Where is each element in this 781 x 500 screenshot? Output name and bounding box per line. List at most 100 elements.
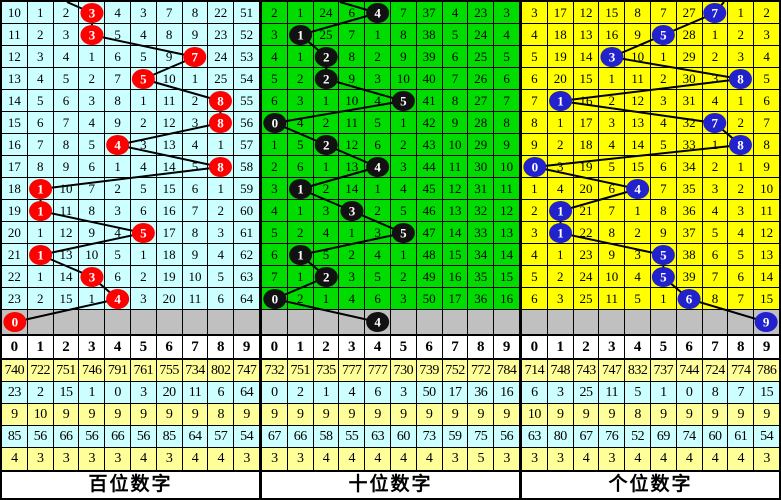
miss-cell: 34 <box>676 156 703 178</box>
miss-cell: 1 <box>130 90 157 112</box>
stats-cell: 9 <box>182 404 209 426</box>
stats-cell: 752 <box>442 360 469 382</box>
ball-cell <box>262 112 288 134</box>
miss-cell: 3 <box>754 24 779 46</box>
trend-row: 4 2 11 5 1 42 9 28 8 <box>262 112 519 134</box>
miss-cell: 7 <box>728 288 755 310</box>
miss-cell: 6 <box>728 266 755 288</box>
miss-cell: 21 <box>573 200 600 222</box>
miss-cell: 4 <box>262 46 288 68</box>
miss-cell: 30 <box>468 156 495 178</box>
miss-cell: 10 <box>442 134 469 156</box>
miss-cell: 15 <box>754 288 779 310</box>
digit-header-cell: 7 <box>442 336 469 358</box>
miss-cell: 58 <box>234 156 259 178</box>
digit-header-cell: 3 <box>599 336 626 358</box>
miss-cell: 3 <box>728 46 755 68</box>
miss-cell: 14 <box>754 266 779 288</box>
digit-header-cell: 4 <box>625 336 651 358</box>
digit-header-cell: 1 <box>27 336 54 358</box>
miss-cell: 16 <box>156 200 183 222</box>
miss-cell: 5 <box>650 134 677 156</box>
ball-cell <box>208 156 235 178</box>
stats-cell: 3 <box>522 448 548 470</box>
trend-row: 22 1 14 6 2 19 10 5 63 <box>2 266 259 288</box>
miss-cell: 7 <box>754 112 779 134</box>
trend-row: 20 1 12 9 4 17 8 3 61 <box>2 222 259 244</box>
miss-cell: 3 <box>287 90 314 112</box>
miss-cell: 6 <box>599 178 626 200</box>
pending-row <box>262 310 519 334</box>
miss-cell: 33 <box>468 222 495 244</box>
stats-cell: 25 <box>573 382 600 404</box>
stats-cell: 9 <box>2 404 28 426</box>
stats-cell: 3 <box>547 382 574 404</box>
ball-cell <box>287 24 314 46</box>
miss-cell: 2 <box>339 244 366 266</box>
miss-cell: 24 <box>573 266 600 288</box>
trend-row: 13 4 5 2 7 10 1 25 54 <box>2 68 259 90</box>
miss-cell: 23 <box>2 288 28 310</box>
miss-cell: 4 <box>650 112 677 134</box>
miss-cell: 37 <box>676 222 703 244</box>
stats-cell: 9 <box>702 404 729 426</box>
stats-cell: 4 <box>130 448 157 470</box>
miss-cell: 14 <box>339 178 366 200</box>
pending-cell <box>27 310 54 334</box>
separator <box>262 358 519 360</box>
ball-cell <box>547 200 574 222</box>
miss-cell: 2 <box>53 2 80 24</box>
miss-cell: 25 <box>208 68 235 90</box>
miss-cell: 1 <box>365 24 391 46</box>
ball-cell <box>728 68 755 90</box>
miss-cell: 15 <box>573 68 600 90</box>
trend-row: 7 1 3 5 2 49 16 35 15 <box>262 266 519 288</box>
miss-cell: 20 <box>547 68 574 90</box>
separator <box>522 334 779 336</box>
miss-cell: 13 <box>442 200 469 222</box>
miss-cell: 2 <box>390 266 417 288</box>
miss-cell: 13 <box>2 68 28 90</box>
miss-cell: 8 <box>27 156 54 178</box>
digit-header-cell: 5 <box>130 336 157 358</box>
stats-cell: 2 <box>27 382 54 404</box>
digit-header-cell: 2 <box>313 336 340 358</box>
miss-cell: 1 <box>390 112 417 134</box>
stats-cell: 739 <box>416 360 443 382</box>
miss-cell: 25 <box>468 46 495 68</box>
miss-cell: 10 <box>156 68 183 90</box>
stats-cell: 0 <box>105 382 131 404</box>
miss-cell: 8 <box>105 90 131 112</box>
stats-cell: 66 <box>287 426 314 448</box>
digit-header-cell: 1 <box>287 336 314 358</box>
miss-cell: 24 <box>468 24 495 46</box>
miss-cell: 6 <box>27 112 54 134</box>
miss-cell: 3 <box>130 2 157 24</box>
trend-row: 6 3 25 11 5 1 8 7 15 <box>522 288 779 310</box>
miss-cell: 26 <box>468 68 495 90</box>
pending-cell <box>390 310 417 334</box>
miss-cell: 2 <box>728 24 755 46</box>
digit-header-cell: 5 <box>390 336 417 358</box>
stats-cell: 3 <box>130 382 157 404</box>
miss-cell: 4 <box>287 112 314 134</box>
ball-cell <box>650 266 677 288</box>
miss-cell: 3 <box>339 266 366 288</box>
digit-header-cell: 8 <box>208 336 235 358</box>
panel-tens: 2 1 24 6 7 37 4 23 3 3 25 7 1 8 38 5 24 4 4 1 8 2 9 39 6 25 5 5 2 9 3 1… <box>262 2 519 498</box>
stats-cell: 60 <box>702 426 729 448</box>
stats-cell: 755 <box>156 360 183 382</box>
miss-cell: 19 <box>547 46 574 68</box>
miss-cell: 2 <box>702 46 729 68</box>
miss-cell: 31 <box>468 178 495 200</box>
stats-row: 714 748 743 747 832 737 744 724 774 786 <box>522 360 779 382</box>
stats-cell: 15 <box>53 382 80 404</box>
miss-cell: 3 <box>599 112 626 134</box>
miss-cell: 9 <box>182 24 209 46</box>
stats-cell: 67 <box>573 426 600 448</box>
miss-cell: 4 <box>53 46 80 68</box>
miss-cell: 4 <box>728 222 755 244</box>
pending-cell <box>702 310 729 334</box>
miss-cell: 15 <box>156 178 183 200</box>
miss-cell: 49 <box>416 266 443 288</box>
